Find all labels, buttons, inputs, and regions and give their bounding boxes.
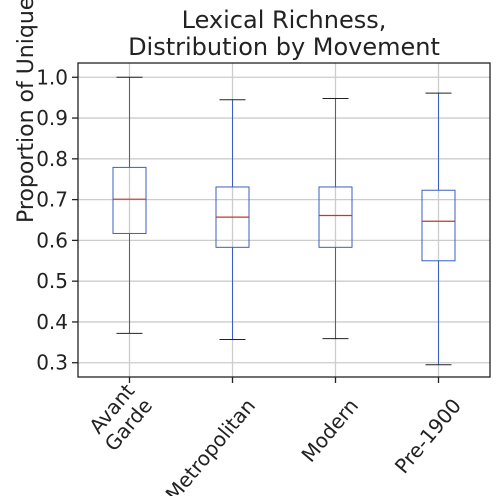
x-tick-label-line: Metropolitan (161, 394, 261, 496)
iqr-box (421, 189, 456, 262)
iqr-box (112, 166, 147, 234)
plot-frame (77, 62, 491, 378)
x-tick-label: Metropolitan (161, 394, 261, 496)
y-tick-label: 0.4 (36, 310, 68, 334)
x-tick-label: Pre-1900 (390, 394, 466, 478)
x-tick-label: Modern (296, 394, 363, 467)
y-tick-label: 0.3 (36, 351, 68, 375)
y-tick-label: 0.5 (36, 269, 68, 293)
y-tick-label: 0.6 (36, 228, 68, 252)
chart-title-line-2: Distribution by Movement (128, 33, 440, 61)
iqr-box (318, 186, 353, 248)
y-tick-label: 0.7 (36, 188, 68, 212)
y-tick-label: 0.9 (36, 106, 68, 130)
y-tick-label: 1.0 (36, 65, 68, 89)
y-tick-label: 0.8 (36, 147, 68, 171)
x-tick-label: AvantGarde (82, 379, 157, 456)
x-tick-label-line: Pre-1900 (390, 394, 466, 478)
chart-title-line-1: Lexical Richness, (181, 6, 387, 34)
x-tick-label-line: Modern (296, 394, 363, 467)
